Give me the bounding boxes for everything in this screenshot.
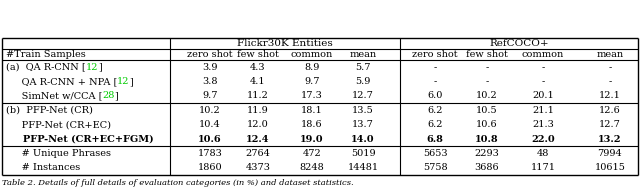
Text: 8248: 8248 <box>300 163 324 172</box>
Text: 10.2: 10.2 <box>476 91 498 100</box>
Text: 7994: 7994 <box>598 149 622 158</box>
Text: 2764: 2764 <box>246 149 271 158</box>
Text: 9.7: 9.7 <box>202 91 218 100</box>
Text: Flickr30K Entities: Flickr30K Entities <box>237 39 333 48</box>
Text: 10615: 10615 <box>595 163 625 172</box>
Text: 6.2: 6.2 <box>428 120 443 129</box>
Text: 22.0: 22.0 <box>531 135 555 144</box>
Text: (a)  QA R-CNN [: (a) QA R-CNN [ <box>6 63 86 72</box>
Text: 4.1: 4.1 <box>250 77 266 86</box>
Text: mean: mean <box>349 50 376 59</box>
Text: 2293: 2293 <box>475 149 499 158</box>
Text: 12.7: 12.7 <box>599 120 621 129</box>
Text: 3.8: 3.8 <box>202 77 218 86</box>
Text: 3686: 3686 <box>475 163 499 172</box>
Text: 10.6: 10.6 <box>198 135 222 144</box>
Text: 13.7: 13.7 <box>352 120 374 129</box>
Text: 12.7: 12.7 <box>352 91 374 100</box>
Text: 1860: 1860 <box>198 163 222 172</box>
Text: 1783: 1783 <box>198 149 223 158</box>
Text: 10.6: 10.6 <box>476 120 498 129</box>
Text: -: - <box>541 63 545 72</box>
Text: common: common <box>291 50 333 59</box>
Text: 11.9: 11.9 <box>247 106 269 115</box>
Text: 5758: 5758 <box>422 163 447 172</box>
Text: 472: 472 <box>303 149 321 158</box>
Text: 18.6: 18.6 <box>301 120 323 129</box>
Text: 11.2: 11.2 <box>247 91 269 100</box>
Text: ]: ] <box>130 77 134 86</box>
Text: 10.2: 10.2 <box>199 106 221 115</box>
Text: # Instances: # Instances <box>6 163 80 172</box>
Text: 5019: 5019 <box>351 149 375 158</box>
Text: few shot: few shot <box>466 50 508 59</box>
Text: -: - <box>433 63 436 72</box>
Text: 21.3: 21.3 <box>532 120 554 129</box>
Text: -: - <box>609 77 612 86</box>
Text: -: - <box>609 63 612 72</box>
Text: zero shot: zero shot <box>187 50 233 59</box>
Text: SimNet w/CCA [: SimNet w/CCA [ <box>6 91 102 100</box>
Text: 12.0: 12.0 <box>247 120 269 129</box>
Text: 48: 48 <box>537 149 549 158</box>
Text: 13.2: 13.2 <box>598 135 621 144</box>
Text: PFP-Net (CR+EC): PFP-Net (CR+EC) <box>6 120 111 129</box>
Text: few shot: few shot <box>237 50 279 59</box>
Text: -: - <box>485 77 488 86</box>
Text: 10.5: 10.5 <box>476 106 498 115</box>
Text: -: - <box>541 77 545 86</box>
Text: 5.7: 5.7 <box>355 63 371 72</box>
Text: 12.1: 12.1 <box>599 91 621 100</box>
Text: 12.4: 12.4 <box>246 135 269 144</box>
Text: ]: ] <box>98 63 102 72</box>
Text: 5.9: 5.9 <box>355 77 371 86</box>
Text: 12: 12 <box>117 77 130 86</box>
Text: #Train Samples: #Train Samples <box>6 50 86 59</box>
Text: 8.9: 8.9 <box>304 63 320 72</box>
Text: ]: ] <box>115 91 118 100</box>
Text: Table 2. Details of full details of evaluation categories (in %) and dataset sta: Table 2. Details of full details of eval… <box>2 179 354 187</box>
Text: 14.0: 14.0 <box>351 135 375 144</box>
Text: QA R-CNN + NPA [: QA R-CNN + NPA [ <box>6 77 117 86</box>
Text: 1171: 1171 <box>531 163 556 172</box>
Text: 13.5: 13.5 <box>352 106 374 115</box>
Text: RefCOCO+: RefCOCO+ <box>489 39 549 48</box>
Text: 10.4: 10.4 <box>199 120 221 129</box>
Text: 6.2: 6.2 <box>428 106 443 115</box>
Text: zero shot: zero shot <box>412 50 458 59</box>
Text: 5653: 5653 <box>422 149 447 158</box>
Text: -: - <box>433 77 436 86</box>
Text: # Unique Phrases: # Unique Phrases <box>6 149 111 158</box>
Text: 12: 12 <box>86 63 98 72</box>
Text: 12.6: 12.6 <box>599 106 621 115</box>
Text: 9.7: 9.7 <box>304 77 320 86</box>
Text: 28: 28 <box>102 91 115 100</box>
Text: 17.3: 17.3 <box>301 91 323 100</box>
Text: -: - <box>485 63 488 72</box>
Text: 21.1: 21.1 <box>532 106 554 115</box>
Text: 10.8: 10.8 <box>475 135 499 144</box>
Text: 20.1: 20.1 <box>532 91 554 100</box>
Text: 4373: 4373 <box>246 163 271 172</box>
Text: 6.0: 6.0 <box>428 91 443 100</box>
Text: (b)  PFP-Net (CR): (b) PFP-Net (CR) <box>6 106 93 115</box>
Text: 18.1: 18.1 <box>301 106 323 115</box>
Text: 3.9: 3.9 <box>202 63 218 72</box>
Text: 6.8: 6.8 <box>427 135 444 144</box>
Text: common: common <box>522 50 564 59</box>
Text: PFP-Net (CR+EC+FGM): PFP-Net (CR+EC+FGM) <box>6 135 154 144</box>
Text: 4.3: 4.3 <box>250 63 266 72</box>
Text: 19.0: 19.0 <box>300 135 324 144</box>
Text: mean: mean <box>596 50 623 59</box>
Text: 14481: 14481 <box>348 163 379 172</box>
